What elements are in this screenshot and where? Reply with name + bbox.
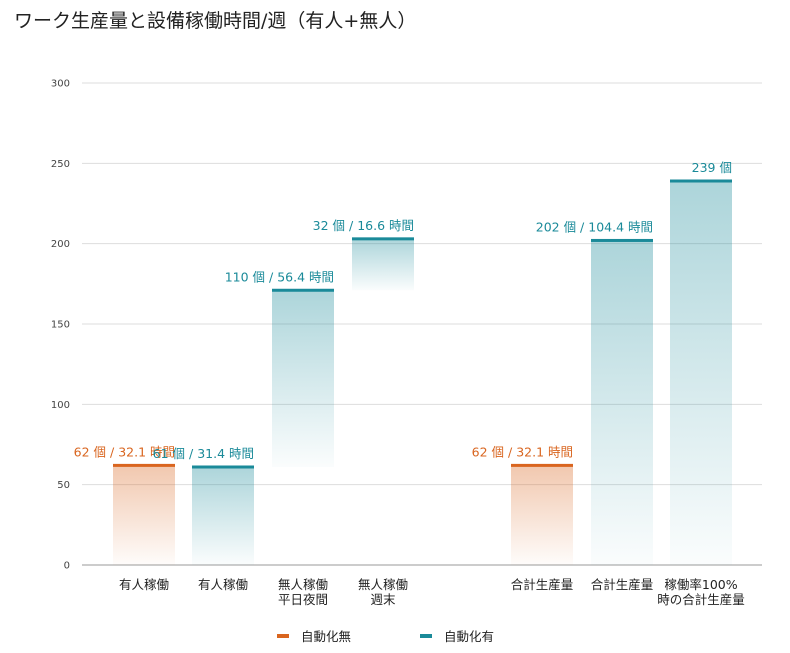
data-label: 32 個 / 16.6 時間 xyxy=(313,218,414,233)
y-tick-label: 300 xyxy=(51,79,70,90)
bar-top-line xyxy=(352,237,414,241)
data-label: 62 個 / 32.1 時間 xyxy=(472,444,573,459)
category-label: 有人稼働 xyxy=(198,577,248,592)
y-tick-label: 50 xyxy=(57,480,70,491)
category-label: 有人稼働 xyxy=(119,577,169,592)
bar xyxy=(352,238,414,291)
bar-top-line xyxy=(591,238,653,242)
bar xyxy=(591,240,653,565)
category-label: 合計生産量 xyxy=(591,577,654,592)
legend-swatch xyxy=(277,634,289,638)
bar xyxy=(670,181,732,566)
bar-top-line xyxy=(113,463,175,467)
legend-swatch xyxy=(420,634,432,638)
category-label: 合計生産量 xyxy=(511,577,574,592)
bar xyxy=(192,466,254,565)
data-label: 202 個 / 104.4 時間 xyxy=(536,219,653,234)
legend-label: 自動化無 xyxy=(301,629,351,644)
legend-label: 自動化有 xyxy=(444,629,494,644)
bar-top-line xyxy=(511,463,573,467)
category-label: 無人稼働週末 xyxy=(358,577,408,607)
legend: 自動化無 自動化有 xyxy=(277,629,494,644)
category-label: 無人稼働平日夜間 xyxy=(278,577,328,607)
y-tick-label: 150 xyxy=(51,320,70,331)
data-label: 239 個 xyxy=(692,160,732,175)
y-tick-label: 250 xyxy=(51,159,70,170)
bar xyxy=(113,465,175,565)
bar-top-line xyxy=(670,179,732,183)
data-label: 61 個 / 31.4 時間 xyxy=(153,446,254,461)
chart-title: ワーク生産量と設備稼働時間/週（有人+無人） xyxy=(14,10,417,32)
bar-top-line xyxy=(272,288,334,292)
bar-top-line xyxy=(192,465,254,469)
data-label: 62 個 / 32.1 時間 xyxy=(74,444,175,459)
y-tick-label: 0 xyxy=(64,561,70,572)
category-label: 稼働率100%時の合計生産量 xyxy=(657,577,745,607)
bar xyxy=(272,290,334,467)
y-tick-label: 100 xyxy=(51,400,70,411)
data-label: 110 個 / 56.4 時間 xyxy=(225,269,334,284)
bar xyxy=(511,465,573,565)
bars xyxy=(113,179,732,566)
y-tick-label: 200 xyxy=(51,239,70,250)
